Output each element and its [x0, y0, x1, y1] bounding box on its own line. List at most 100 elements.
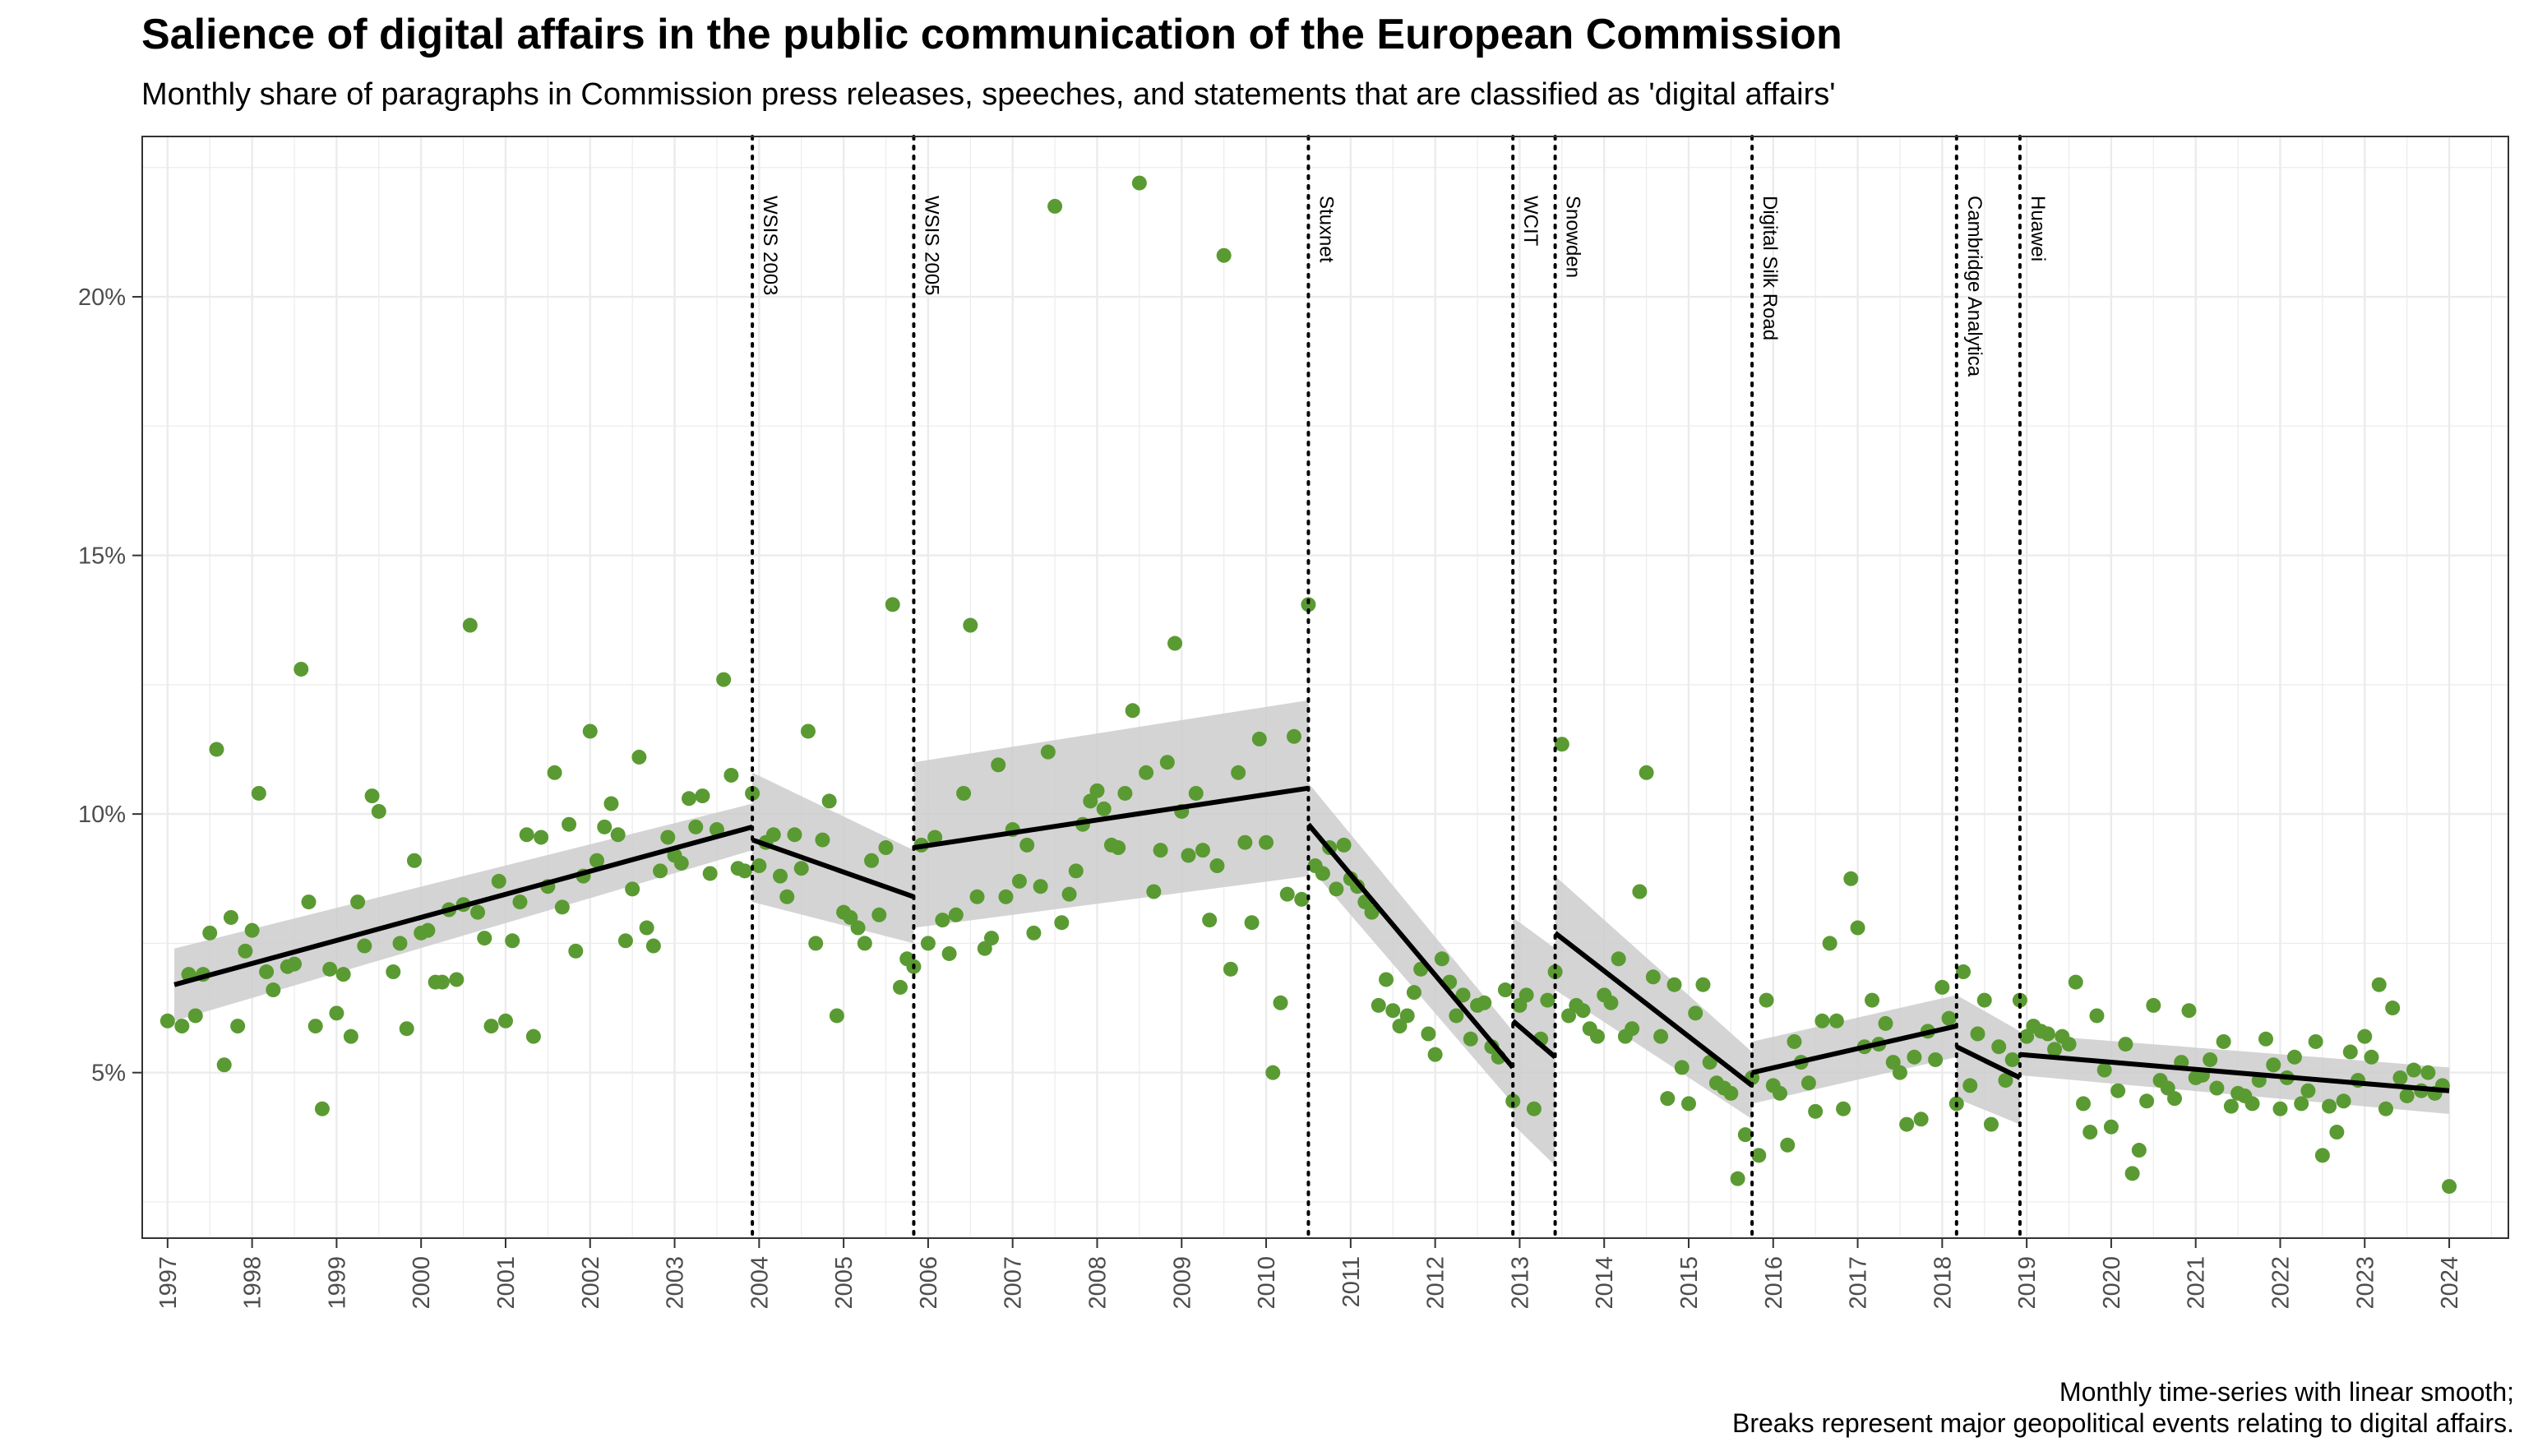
data-point [878, 840, 894, 856]
data-point [223, 909, 238, 925]
data-point [983, 931, 999, 946]
data-point [2329, 1125, 2345, 1140]
data-point [1455, 987, 1471, 1003]
data-point [2314, 1148, 2330, 1163]
data-point [1019, 837, 1035, 853]
data-point [497, 1013, 513, 1028]
x-tick-label: 2000 [409, 1256, 435, 1310]
data-point [322, 961, 338, 977]
data-point [477, 931, 492, 946]
data-point [2378, 1101, 2393, 1116]
data-point [287, 956, 303, 972]
x-tick-label: 2010 [1254, 1256, 1280, 1310]
data-point [470, 904, 486, 920]
data-point [230, 1019, 246, 1034]
data-point [927, 830, 943, 845]
data-point [1822, 936, 1838, 951]
data-point [1907, 1049, 1922, 1065]
data-point [695, 788, 710, 804]
data-point [673, 855, 689, 871]
data-point [843, 909, 858, 925]
data-point [2004, 1052, 2020, 1067]
data-point [1385, 1003, 1401, 1019]
plot-border [141, 136, 2509, 1239]
data-point [688, 819, 704, 834]
x-tick-label: 2007 [1001, 1256, 1027, 1310]
data-point [2342, 1044, 2358, 1060]
data-point [1808, 1103, 1824, 1119]
data-point [2061, 1037, 2077, 1052]
x-tick-label: 1997 [155, 1256, 182, 1310]
data-point [1575, 1003, 1591, 1019]
data-point [998, 889, 1014, 904]
confidence-band [913, 700, 1309, 928]
data-point [562, 816, 577, 832]
trend-line [913, 785, 1309, 850]
data-point [1645, 969, 1661, 985]
x-tick-label: 2023 [2352, 1256, 2378, 1310]
data-point [519, 827, 534, 843]
data-point [1061, 886, 1077, 902]
data-point [2300, 1083, 2316, 1098]
data-point [1801, 1075, 1816, 1091]
data-point [1547, 964, 1563, 980]
x-tick-label: 2014 [1592, 1256, 1618, 1310]
data-point [1181, 848, 1196, 863]
data-point [554, 899, 570, 915]
data-point [787, 827, 802, 843]
data-point [1111, 840, 1126, 856]
data-point [2047, 1042, 2063, 1057]
data-point [2286, 1049, 2302, 1065]
data-point [1125, 703, 1140, 719]
data-point [2364, 1049, 2379, 1065]
data-point [682, 791, 697, 807]
chart-caption: Monthly time-series with linear smooth; … [1732, 1376, 2514, 1439]
data-point [737, 863, 752, 879]
confidence-band [1555, 876, 1753, 1120]
data-point [1680, 1096, 1696, 1112]
data-point [1639, 765, 1654, 780]
data-point [1477, 995, 1492, 1010]
data-point [1392, 1019, 1408, 1034]
data-point [1068, 863, 1084, 879]
data-point [1139, 765, 1154, 780]
data-point [159, 1013, 175, 1028]
data-point [1146, 884, 1162, 899]
break-label: Huawei [2027, 196, 2049, 261]
data-point [238, 943, 253, 959]
data-point [335, 967, 351, 982]
data-point [2209, 1080, 2225, 1096]
x-tick-label: 2012 [1423, 1256, 1449, 1310]
data-point [1237, 834, 1253, 850]
data-point [2146, 997, 2161, 1013]
trend-line [1553, 931, 1754, 1088]
data-point [1033, 879, 1048, 894]
data-point [525, 1028, 541, 1044]
data-point [406, 853, 422, 868]
data-point [1554, 737, 1569, 752]
major-gridlines [142, 136, 2508, 1238]
data-point [639, 920, 654, 936]
data-point [1941, 1010, 1957, 1026]
data-point [1251, 731, 1267, 746]
data-point [343, 1028, 358, 1044]
x-tick-label: 2017 [1846, 1256, 1872, 1310]
data-point [1935, 979, 1950, 995]
break-lines [751, 135, 2022, 1240]
data-point [864, 853, 880, 868]
data-point [2336, 1093, 2351, 1109]
data-point [1040, 744, 1056, 760]
data-point [871, 907, 887, 922]
chart-title: Salience of digital affairs in the publi… [141, 11, 1842, 58]
data-point [2371, 977, 2387, 992]
data-point [1723, 1085, 1739, 1101]
data-point [1336, 837, 1352, 853]
x-tick-label: 2008 [1084, 1256, 1111, 1310]
data-point [2399, 1088, 2415, 1103]
data-point [2223, 1098, 2239, 1114]
data-point [2357, 1028, 2373, 1044]
data-point [2272, 1101, 2288, 1116]
y-tick-label: 15% [78, 543, 126, 570]
data-point [329, 1005, 344, 1021]
data-point [1865, 992, 1880, 1008]
